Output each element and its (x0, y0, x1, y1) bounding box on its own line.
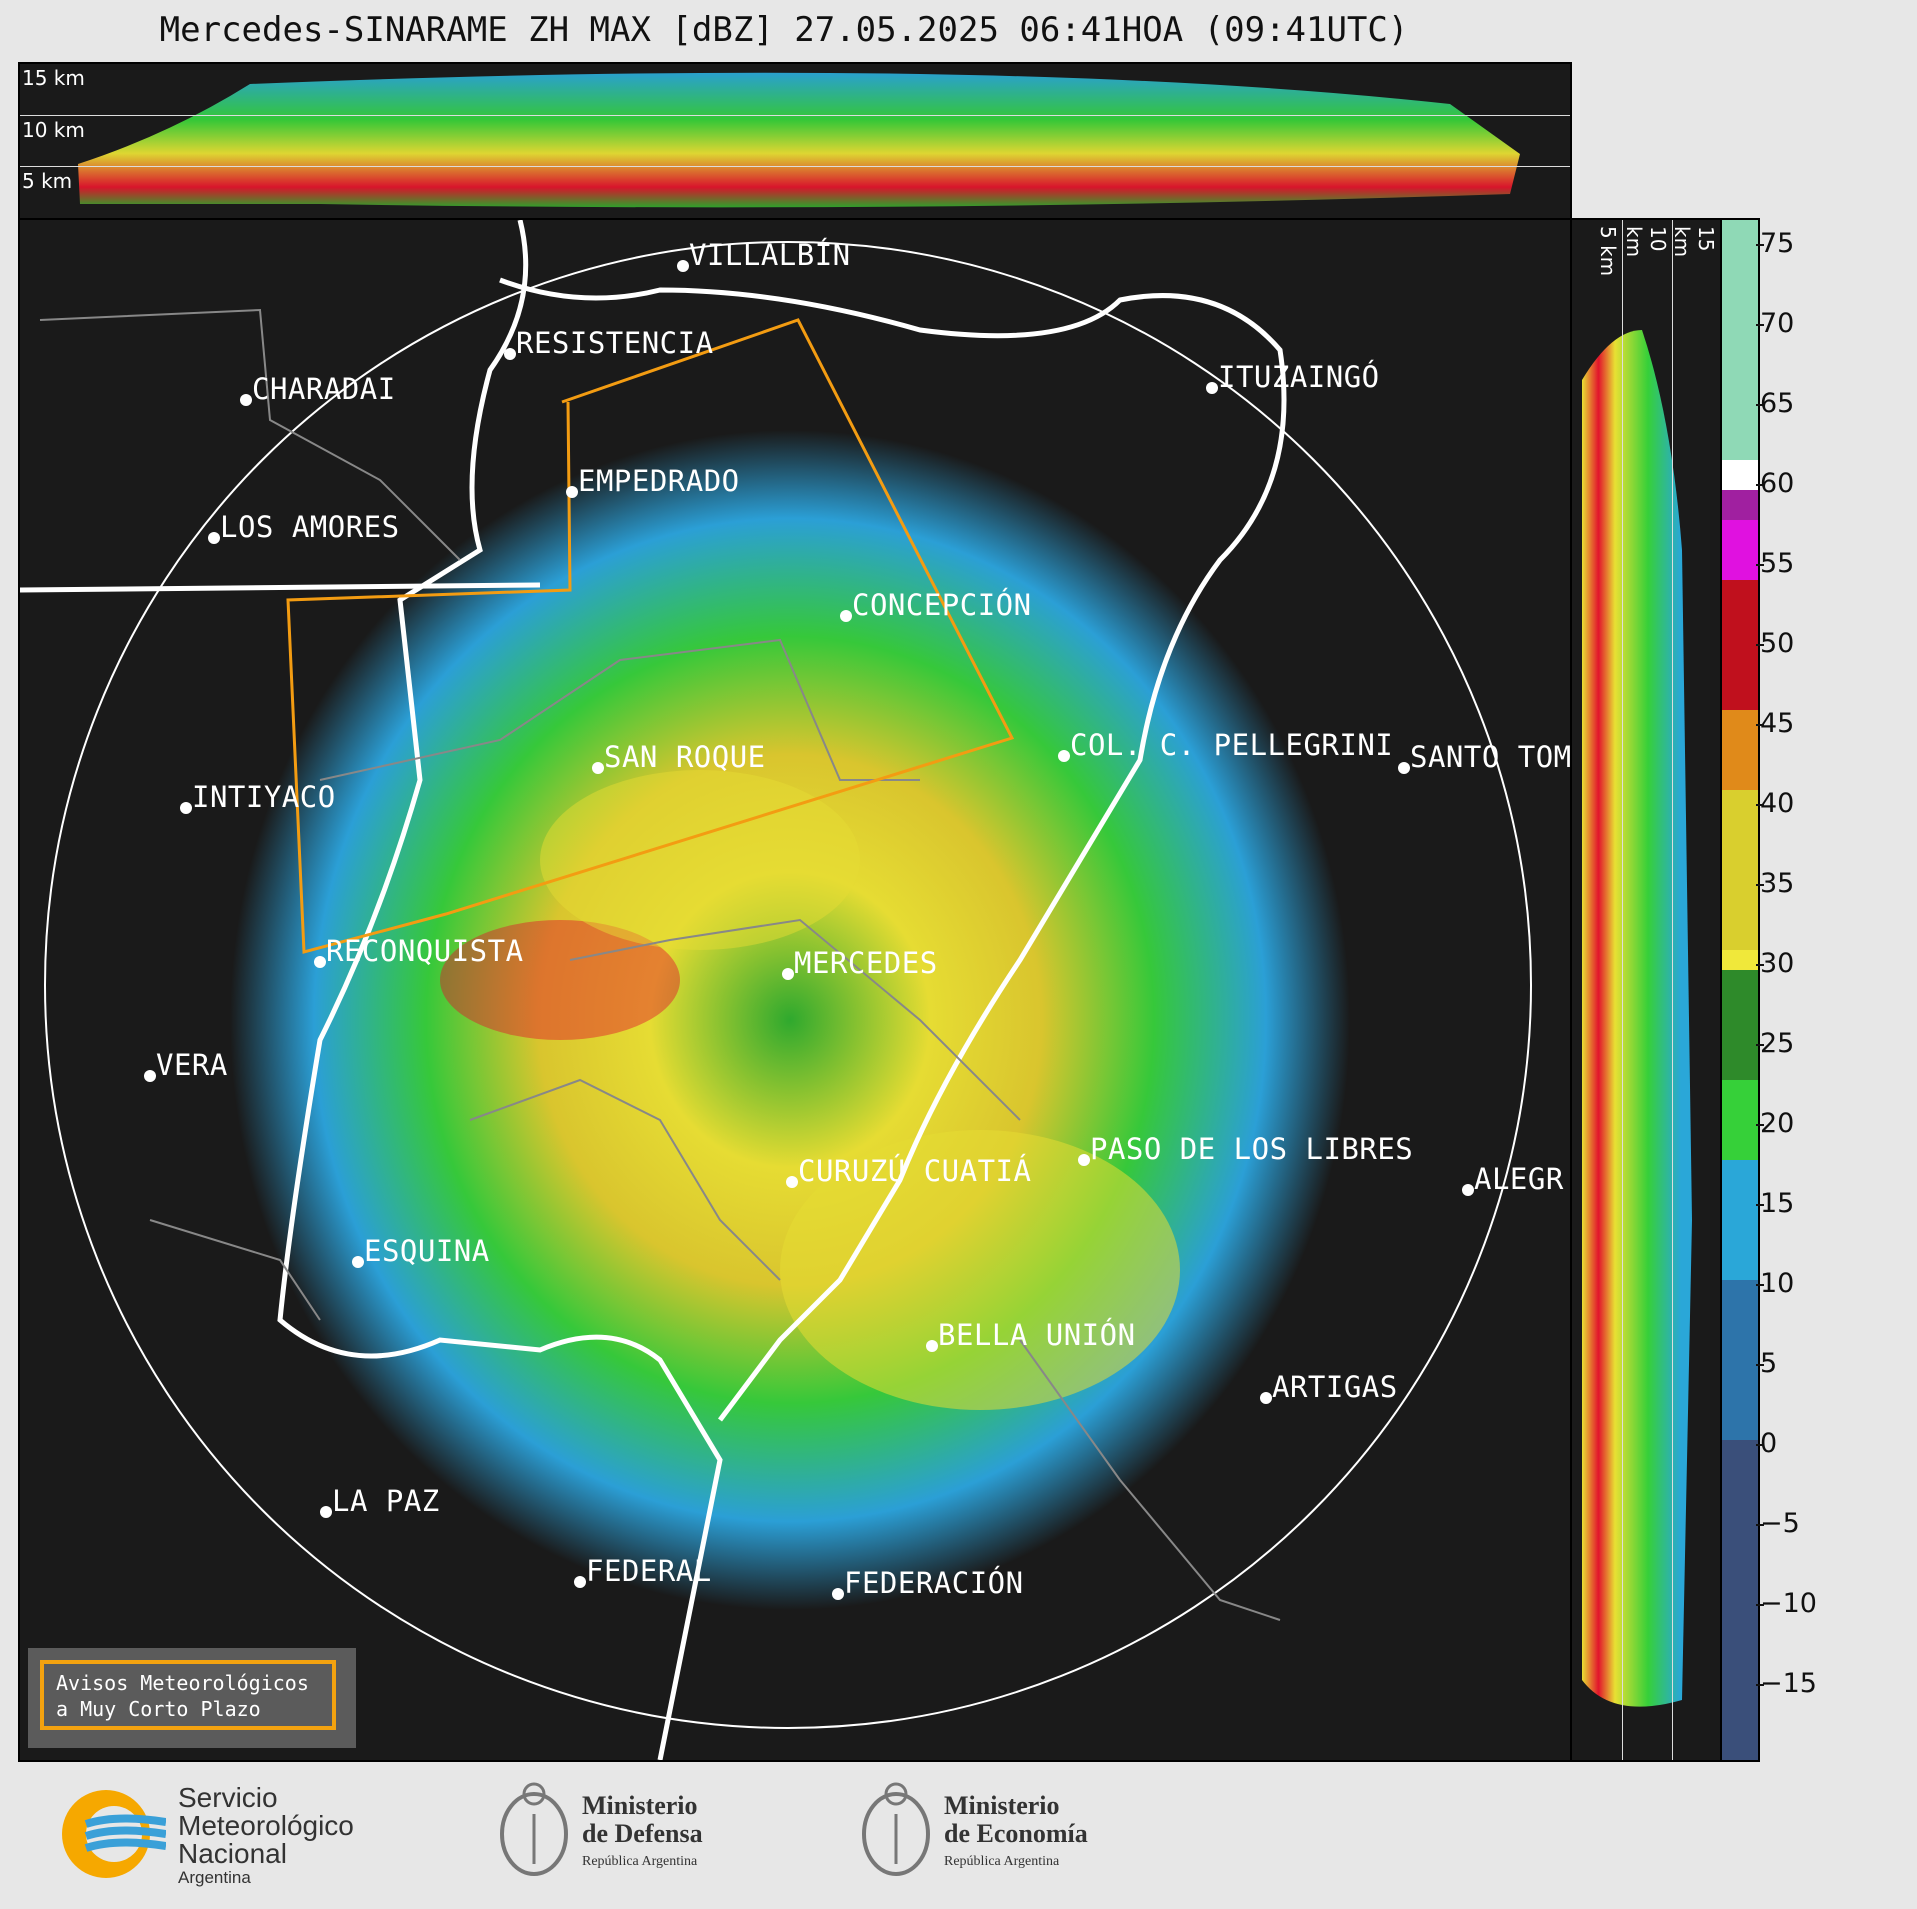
city-bella-union: BELLA UNIÓN (926, 1318, 1136, 1352)
city-la-paz: LA PAZ (320, 1484, 440, 1518)
warning-legend-line2: a Muy Corto Plazo (56, 1697, 261, 1721)
dbz-colorbar (1720, 218, 1760, 1762)
defensa-logo: Ministerio de Defensa República Argentin… (494, 1774, 794, 1894)
colorbar-tick: 15 (1755, 1188, 1795, 1219)
coat-of-arms-icon (862, 1782, 930, 1876)
warning-legend: Avisos Meteorológicos a Muy Corto Plazo (28, 1648, 356, 1748)
side-km-label-5: 5 km (1596, 226, 1620, 277)
km-label-15: 15 km (22, 66, 85, 90)
top-profile-echoes (78, 72, 1520, 208)
colorbar-tick: 5 (1755, 1348, 1778, 1379)
defensa-line1: Ministerio (582, 1791, 698, 1820)
colorbar-tick: 10 (1755, 1268, 1795, 1299)
smn-line2: Meteorológico (178, 1810, 354, 1841)
city-intiyaco: INTIYACO (180, 780, 336, 814)
city-artigas: ARTIGAS (1260, 1370, 1398, 1404)
economia-line1: Ministerio (944, 1791, 1060, 1820)
colorbar-tick: 0 (1755, 1428, 1778, 1459)
city-federal: FEDERAL (574, 1554, 712, 1588)
economia-line3: República Argentina (944, 1854, 1060, 1869)
km-label-10: 10 km (22, 118, 85, 142)
coat-of-arms-icon (500, 1782, 568, 1876)
smn-logo: Servicio Meteorológico Nacional Argentin… (56, 1782, 396, 1887)
smn-line1: Servicio (178, 1782, 278, 1813)
city-resistencia: RESISTENCIA (504, 326, 714, 360)
city-alegrete: ALEGR (1462, 1162, 1564, 1196)
city-charadai: CHARADAI (240, 372, 396, 406)
defensa-line3: República Argentina (582, 1854, 698, 1869)
colorbar-tick: 45 (1755, 708, 1795, 739)
colorbar-tick: 50 (1755, 628, 1795, 659)
smn-line4: Argentina (178, 1868, 251, 1887)
side-km-label-10: 10 km (1622, 226, 1670, 258)
economia-logo: Ministerio de Economía República Argenti… (856, 1774, 1176, 1894)
side-km-label-15: 15 km (1670, 226, 1718, 258)
city-curuzu-cuatia: CURUZÚ CUATIÁ (786, 1154, 1031, 1188)
city-concepcion: CONCEPCIÓN (840, 588, 1032, 622)
chart-title: Mercedes-SINARAME ZH MAX [dBZ] 27.05.202… (159, 10, 1409, 50)
colorbar-tick: 75 (1755, 228, 1795, 259)
colorbar-tick: −15 (1756, 1668, 1817, 1699)
city-los-amores: LOS AMORES (208, 510, 400, 544)
city-villalbin: VILLALBÍN (677, 238, 851, 272)
colorbar-tick: 25 (1755, 1028, 1795, 1059)
colorbar-tick: 35 (1755, 868, 1795, 899)
colorbar-tick: −10 (1756, 1588, 1817, 1619)
city-san-roque: SAN ROQUE (592, 740, 766, 774)
colorbar-tick: 40 (1755, 788, 1795, 819)
colorbar-tick: 70 (1755, 308, 1795, 339)
city-empedrado: EMPEDRADO (566, 464, 740, 498)
colorbar-tick: 55 (1755, 548, 1795, 579)
vertical-profile-side: 5 km 10 km 15 km (1570, 218, 1722, 1762)
smn-logo-icon (62, 1790, 167, 1878)
city-reconquista: RECONQUISTA (314, 934, 524, 968)
colorbar-tick: 30 (1755, 948, 1795, 979)
vertical-profile-top: 15 km 10 km 5 km (18, 62, 1572, 220)
city-federacion: FEDERACIÓN (832, 1566, 1024, 1600)
km-label-5: 5 km (22, 169, 73, 193)
city-paso-de-los-libres: PASO DE LOS LIBRES (1078, 1132, 1413, 1166)
city-mercedes: MERCEDES (782, 946, 938, 980)
colorbar-tick: −5 (1756, 1508, 1800, 1539)
radar-echo-layer (20, 220, 1532, 1760)
colorbar-tick: 65 (1755, 388, 1795, 419)
city-col-c-pellegrini: COL. C. PELLEGRINI (1058, 728, 1393, 762)
colorbar-tick: 20 (1755, 1108, 1795, 1139)
city-vera: VERA (144, 1048, 228, 1082)
economia-line2: de Economía (944, 1819, 1088, 1848)
smn-line3: Nacional (178, 1838, 287, 1869)
city-santo-tome: SANTO TOM (1398, 740, 1570, 774)
radar-map: VILLALBÍN RESISTENCIA CHARADAI ITUZAINGÓ… (18, 218, 1572, 1762)
colorbar-tick: 60 (1755, 468, 1795, 499)
city-esquina: ESQUINA (352, 1234, 490, 1268)
warning-legend-line1: Avisos Meteorológicos (56, 1671, 309, 1695)
side-profile-echoes (1582, 330, 1692, 1707)
city-ituzaingo: ITUZAINGÓ (1206, 360, 1380, 394)
defensa-line2: de Defensa (582, 1819, 703, 1848)
